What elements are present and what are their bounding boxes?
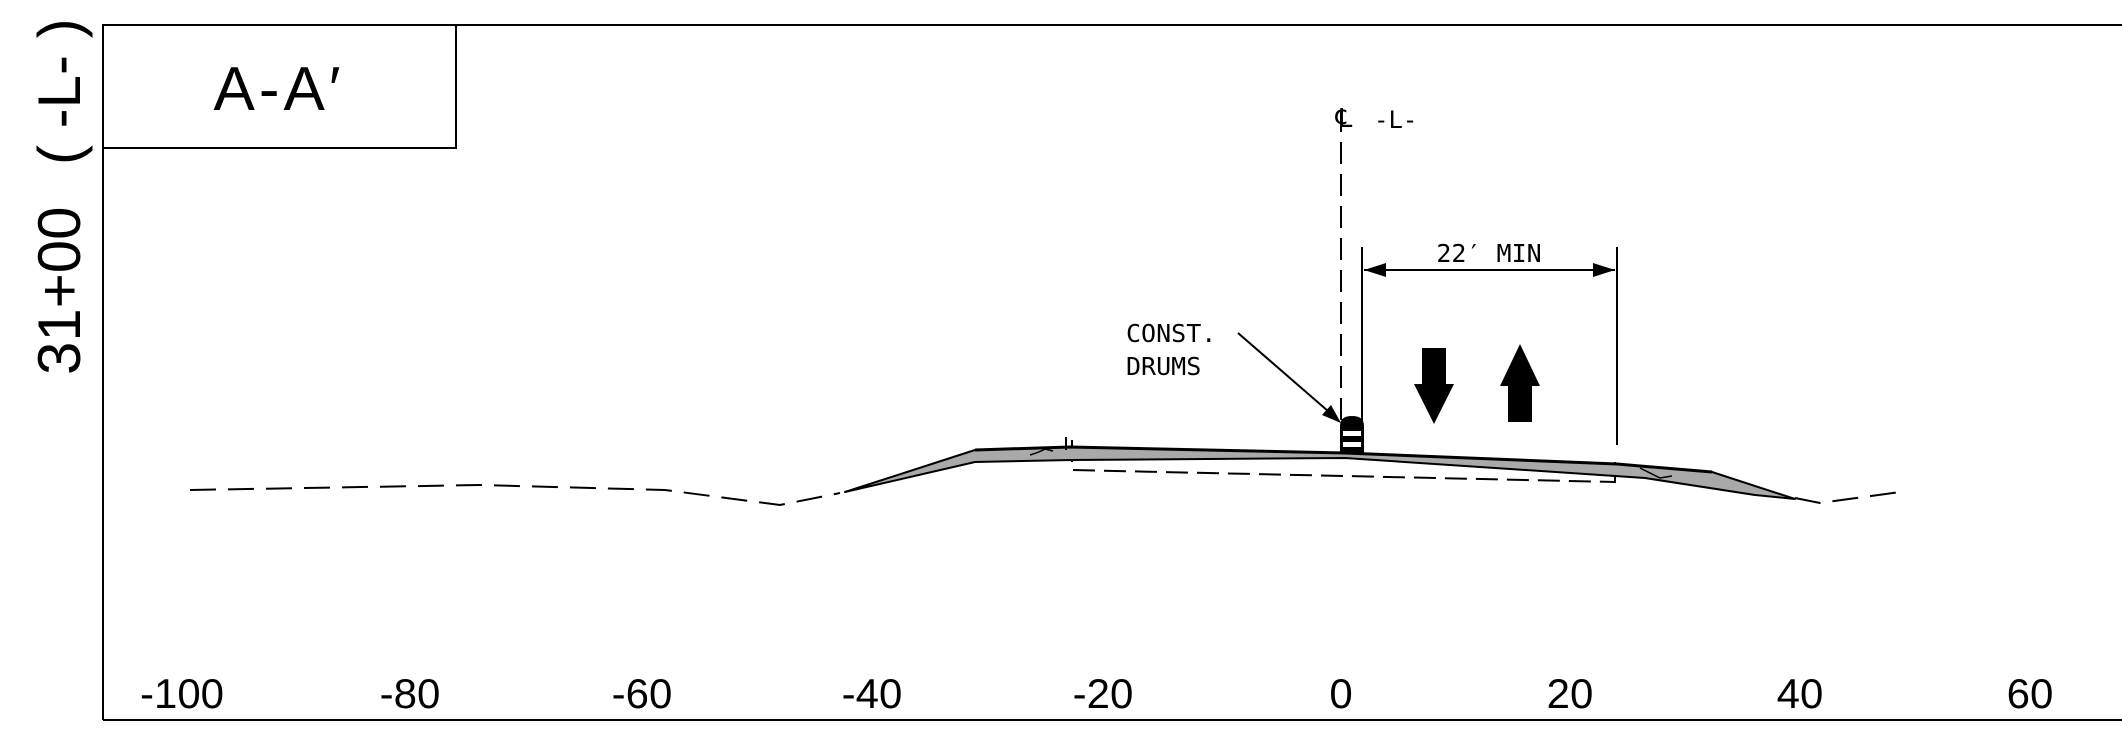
callout-leader-arrowhead — [1322, 405, 1341, 423]
centerline-symbol: ℄ — [1335, 103, 1353, 133]
centerline-label: -L- — [1374, 106, 1417, 134]
axis-tick-label: 60 — [2007, 670, 2054, 717]
axis-tick-label: -20 — [1073, 670, 1134, 717]
curb-detail-right — [1639, 467, 1673, 479]
axis-tick-label: -60 — [612, 670, 673, 717]
dimension-label: 22′ MIN — [1436, 239, 1541, 268]
existing-ground-left — [189, 483, 841, 507]
arrow-down-icon — [1414, 348, 1454, 424]
roadway-top-surface — [974, 445, 1713, 474]
curb-detail-left — [1029, 448, 1054, 456]
callout-leader — [1237, 332, 1337, 419]
station-line-label: ( -L- ) — [26, 18, 93, 165]
section-title-box — [102, 24, 457, 149]
dimension-arrowhead-left — [1364, 263, 1386, 277]
axis-tick-label: 0 — [1329, 670, 1352, 717]
section-title: A-A′ — [214, 55, 345, 124]
roadway-fill — [844, 446, 1796, 500]
axis-tick-label: -80 — [380, 670, 441, 717]
existing-ground-right — [1794, 491, 1901, 505]
dimension-22-min: 22′ MIN — [1361, 239, 1618, 455]
axis-tick-label: 40 — [1777, 670, 1824, 717]
axis-tick-label: 20 — [1547, 670, 1594, 717]
axis-labels: -100 -80 -60 -40 -20 0 20 40 60 — [140, 670, 2053, 717]
axis-tick-label: -40 — [842, 670, 903, 717]
arrow-up-icon — [1500, 344, 1540, 422]
callout-line2: DRUMS — [1126, 352, 1201, 381]
dimension-arrowhead-right — [1593, 263, 1615, 277]
station-label: 31+00 — [26, 206, 93, 375]
axis-tick-label: -100 — [140, 670, 224, 717]
callout-line1: CONST. — [1126, 319, 1216, 348]
